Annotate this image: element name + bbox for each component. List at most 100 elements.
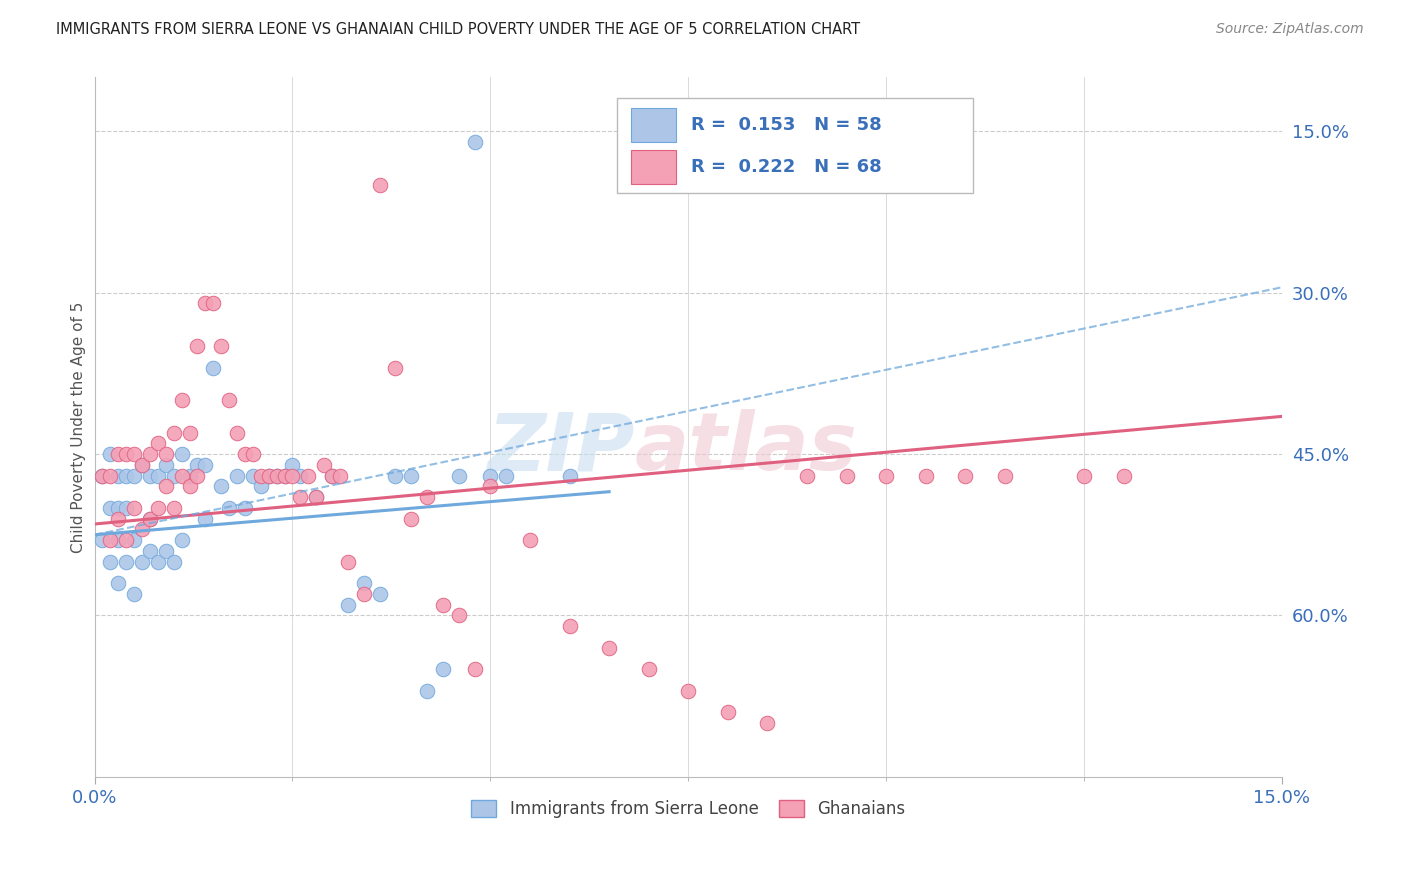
Point [115,500,138,515]
Point [233,500,256,515]
Point [479,479,502,493]
Point [257,468,280,483]
Point [226,425,249,440]
Point [194,511,217,525]
Point [1073,468,1095,483]
Point [91,533,114,548]
Point [479,468,502,483]
Text: R =  0.153   N = 58: R = 0.153 N = 58 [690,116,882,134]
Point [131,555,153,569]
Point [368,178,391,192]
Point [107,447,129,461]
Point [209,479,232,493]
Point [100,533,122,548]
Point [519,533,541,548]
Point [399,511,422,525]
Point [122,533,145,548]
Point [955,468,977,483]
Point [155,458,177,472]
Point [314,458,336,472]
Point [139,447,162,461]
FancyBboxPatch shape [631,108,676,142]
Point [131,458,153,472]
Point [495,468,517,483]
Point [163,425,186,440]
Point [249,479,271,493]
Text: R =  0.222   N = 68: R = 0.222 N = 68 [690,158,882,176]
Point [447,608,470,623]
Point [242,447,264,461]
Point [186,339,208,353]
Point [329,468,352,483]
Point [384,468,406,483]
Point [305,490,328,504]
Point [994,468,1017,483]
Point [321,468,343,483]
Point [115,447,138,461]
Point [678,683,700,698]
Point [266,468,288,483]
Point [875,468,897,483]
Point [107,468,129,483]
Point [218,500,240,515]
Y-axis label: Child Poverty Under the Age of 5: Child Poverty Under the Age of 5 [72,301,86,553]
Point [107,500,129,515]
Text: IMMIGRANTS FROM SIERRA LEONE VS GHANAIAN CHILD POVERTY UNDER THE AGE OF 5 CORREL: IMMIGRANTS FROM SIERRA LEONE VS GHANAIAN… [56,22,860,37]
Point [122,447,145,461]
Point [170,447,193,461]
Point [249,468,271,483]
Point [835,468,858,483]
Point [756,716,779,731]
Point [305,490,328,504]
Point [336,555,359,569]
Point [368,587,391,601]
Point [796,468,818,483]
Point [139,511,162,525]
Point [107,511,129,525]
Point [91,468,114,483]
Point [186,468,208,483]
Point [257,468,280,483]
Point [281,458,304,472]
Text: Source: ZipAtlas.com: Source: ZipAtlas.com [1216,22,1364,37]
Legend: Immigrants from Sierra Leone, Ghanaians: Immigrants from Sierra Leone, Ghanaians [465,793,911,824]
Point [100,555,122,569]
Point [170,468,193,483]
Point [194,458,217,472]
Point [432,598,454,612]
Point [122,587,145,601]
Point [399,468,422,483]
FancyBboxPatch shape [617,98,973,193]
Point [598,640,620,655]
Point [202,361,225,376]
Point [122,500,145,515]
Point [146,500,169,515]
Point [353,576,375,591]
Text: atlas: atlas [636,409,858,487]
Point [432,662,454,676]
Point [336,598,359,612]
Point [416,490,439,504]
Point [447,468,470,483]
Point [914,468,936,483]
Point [115,533,138,548]
Point [464,135,486,149]
Point [353,587,375,601]
Point [242,468,264,483]
Point [558,619,581,633]
Point [464,662,486,676]
Point [122,468,145,483]
Point [146,555,169,569]
FancyBboxPatch shape [631,150,676,184]
Point [115,468,138,483]
Point [384,361,406,376]
Point [297,468,319,483]
Point [637,662,659,676]
Point [170,393,193,408]
Point [163,500,186,515]
Point [139,544,162,558]
Point [179,468,201,483]
Point [100,447,122,461]
Point [281,468,304,483]
Point [194,296,217,310]
